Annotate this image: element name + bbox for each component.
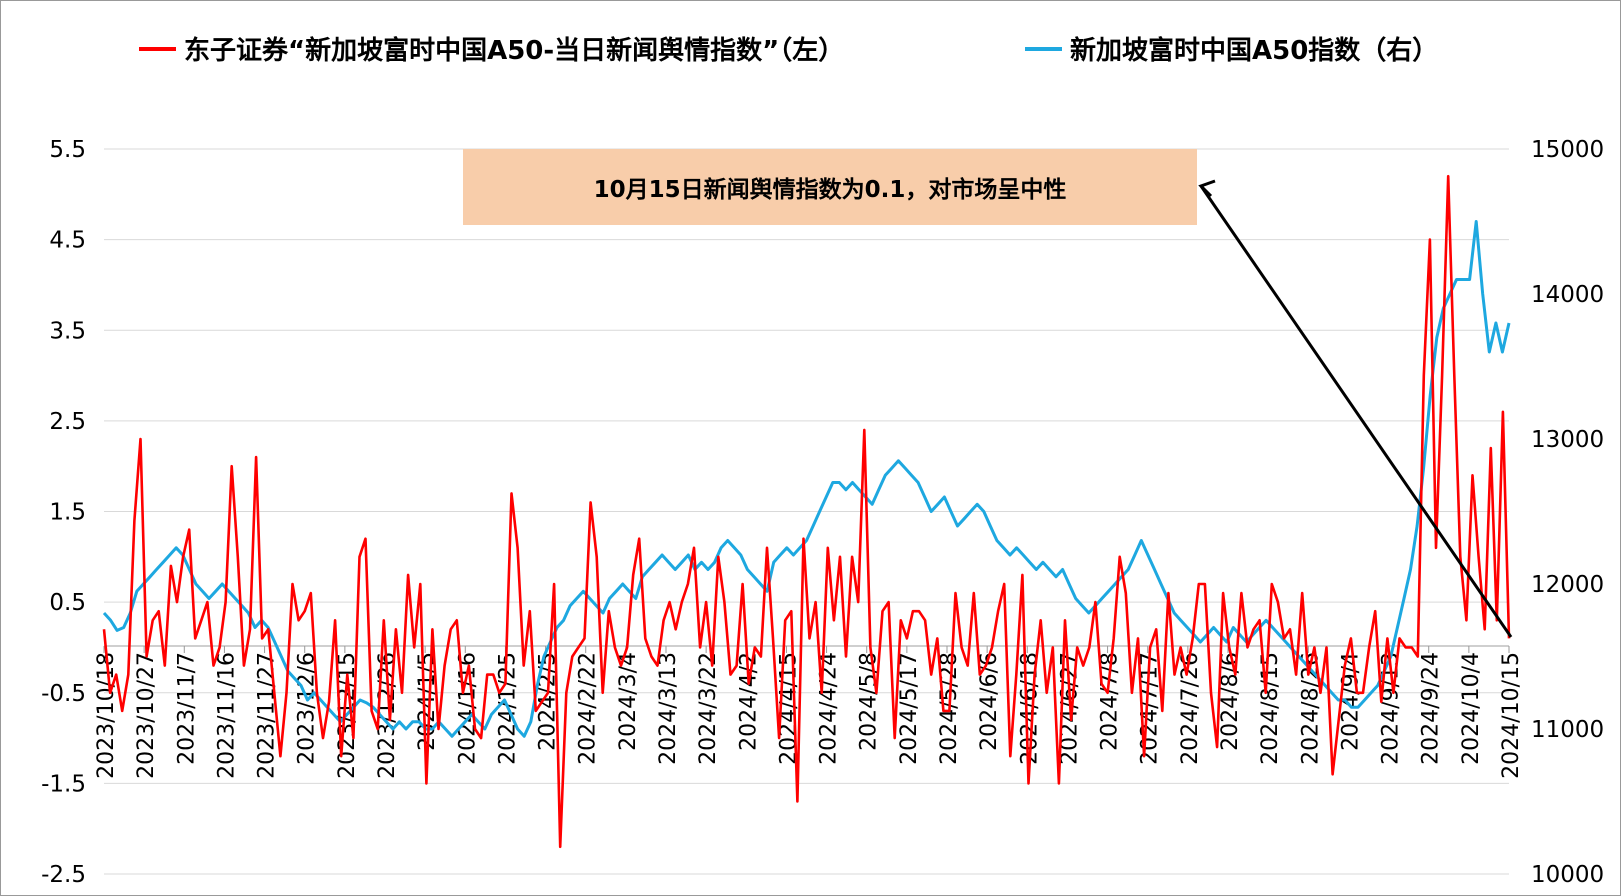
x-tick-label: 2023/11/16 bbox=[214, 652, 239, 779]
legend-item-a50-index: 新加坡富时中国A50指数（右） bbox=[1025, 35, 1438, 66]
x-tick-label: 2023/11/7 bbox=[174, 652, 199, 765]
left-tick-label: 0.5 bbox=[49, 590, 86, 616]
x-tick-label: 2024/3/22 bbox=[696, 652, 721, 765]
legend-label-a50-index: 新加坡富时中国A50指数（右） bbox=[1070, 35, 1438, 66]
left-tick-label: 3.5 bbox=[49, 318, 86, 344]
left-tick-label: -0.5 bbox=[41, 681, 86, 707]
annotation: 10月15日新闻舆情指数为0.1，对市场呈中性 bbox=[463, 149, 1513, 638]
right-tick-label: 13000 bbox=[1531, 427, 1604, 453]
series-line-a50-index bbox=[102, 220, 1511, 738]
x-tick-label: 2024/3/13 bbox=[656, 652, 681, 765]
gridlines bbox=[104, 148, 1509, 875]
annotation-arrow bbox=[1199, 185, 1513, 638]
x-tick-label: 2024/5/17 bbox=[897, 652, 922, 765]
right-axis-tick-labels: 15000 14000 13000 12000 11000 10000 bbox=[1531, 137, 1604, 888]
x-tick-label: 2024/7/26 bbox=[1178, 652, 1203, 765]
x-tick-label: 2023/10/27 bbox=[134, 652, 159, 779]
legend-item-sentiment: 东子证券“新加坡富时中国A50-当日新闻舆情指数”（左） bbox=[139, 35, 844, 66]
legend-label-sentiment: 东子证券“新加坡富时中国A50-当日新闻舆情指数”（左） bbox=[184, 35, 844, 66]
x-tick-label: 2024/2/22 bbox=[576, 652, 601, 765]
annotation-box bbox=[463, 149, 1197, 225]
x-tick-label: 2024/6/6 bbox=[977, 652, 1002, 751]
x-tick-label: 2024/10/15 bbox=[1499, 652, 1524, 779]
series-line-sentiment bbox=[102, 174, 1511, 849]
x-tick-label: 2023/10/18 bbox=[94, 652, 119, 779]
left-tick-label: -2.5 bbox=[41, 862, 86, 888]
x-tick-label: 2024/10/4 bbox=[1459, 652, 1484, 765]
x-tick-label: 2024/8/6 bbox=[1218, 652, 1243, 751]
right-tick-label: 14000 bbox=[1531, 282, 1604, 308]
right-tick-label: 15000 bbox=[1531, 137, 1604, 163]
left-tick-label: 1.5 bbox=[49, 500, 86, 526]
right-tick-label: 12000 bbox=[1531, 572, 1604, 598]
left-tick-label: 5.5 bbox=[49, 137, 86, 163]
right-tick-label: 11000 bbox=[1531, 717, 1604, 743]
right-tick-label: 10000 bbox=[1531, 862, 1604, 888]
x-tick-label: 2024/8/15 bbox=[1258, 652, 1283, 765]
series-layer bbox=[102, 174, 1511, 849]
x-tick-label: 2024/3/4 bbox=[616, 652, 641, 751]
x-tick-label: 2024/9/24 bbox=[1419, 652, 1444, 765]
left-tick-label: -1.5 bbox=[41, 771, 86, 797]
left-axis-tick-labels: 5.5 4.5 3.5 2.5 1.5 0.5 -0.5 -1.5 -2.5 bbox=[41, 137, 86, 888]
left-tick-label: 4.5 bbox=[49, 228, 86, 254]
annotation-text: 10月15日新闻舆情指数为0.1，对市场呈中性 bbox=[594, 176, 1067, 203]
annotation-arrowhead bbox=[1198, 179, 1216, 198]
left-tick-label: 2.5 bbox=[49, 409, 86, 435]
legend: 东子证券“新加坡富时中国A50-当日新闻舆情指数”（左） 新加坡富时中国A50指… bbox=[139, 35, 1438, 66]
